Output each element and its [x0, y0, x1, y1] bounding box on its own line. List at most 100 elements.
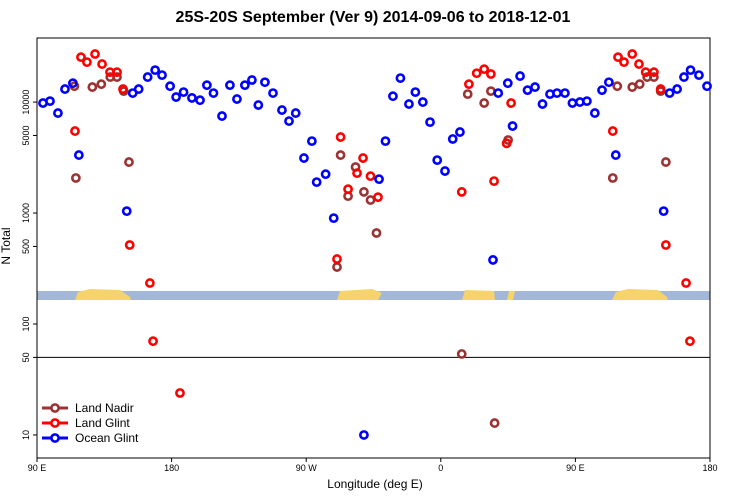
point — [358, 153, 368, 163]
point — [157, 70, 167, 81]
point — [681, 278, 691, 288]
point — [124, 157, 134, 167]
point — [76, 52, 86, 63]
point — [597, 85, 607, 96]
point — [365, 171, 376, 182]
point — [660, 240, 671, 250]
point — [627, 82, 638, 92]
point — [404, 99, 414, 109]
point — [537, 99, 548, 109]
point — [522, 85, 533, 96]
point — [70, 126, 80, 136]
point — [432, 155, 443, 165]
point — [489, 418, 500, 428]
point — [165, 81, 176, 92]
point — [268, 88, 278, 98]
y-tick-label: 10000 — [21, 90, 31, 115]
point — [332, 254, 342, 264]
point — [640, 67, 651, 78]
y-tick-label: 1000 — [21, 203, 31, 223]
y-tick-label: 100 — [21, 316, 31, 331]
point — [359, 430, 369, 440]
legend-marker — [50, 433, 60, 443]
y-tick-label: 500 — [21, 239, 31, 254]
point — [277, 105, 287, 115]
x-tick-label: 180 — [702, 463, 717, 473]
point — [471, 68, 482, 79]
point — [311, 177, 322, 188]
x-axis-label: Longitude (deg E) — [327, 477, 422, 491]
point — [70, 173, 81, 183]
point — [87, 82, 98, 92]
point — [506, 98, 516, 108]
point — [142, 72, 153, 82]
point — [320, 169, 331, 180]
point — [649, 72, 659, 82]
point — [343, 184, 353, 195]
point — [133, 84, 144, 94]
x-tick-label: 90 E — [566, 463, 585, 473]
point — [456, 187, 467, 197]
x-tick-label: 90 E — [28, 463, 47, 473]
point — [613, 52, 623, 63]
point — [299, 153, 309, 163]
land-band — [37, 289, 710, 300]
x-tick-label: 180 — [164, 463, 179, 473]
legend-marker — [50, 418, 60, 428]
point — [332, 262, 342, 272]
point — [388, 91, 398, 102]
point — [45, 96, 55, 107]
point — [694, 70, 704, 81]
land-shape — [507, 291, 515, 300]
point — [306, 136, 317, 146]
point — [145, 278, 155, 288]
point — [73, 150, 84, 160]
point — [90, 49, 100, 59]
point — [655, 84, 666, 94]
x-tick-label: 0 — [438, 463, 443, 473]
point — [335, 150, 346, 160]
point — [464, 79, 474, 90]
point — [374, 174, 384, 185]
point — [178, 87, 189, 98]
plot-frame — [36, 37, 711, 459]
point — [507, 121, 518, 131]
point — [493, 88, 504, 98]
point — [589, 108, 600, 118]
chart-title: 25S-20S September (Ver 9) 2014-09-06 to … — [176, 9, 571, 26]
point — [649, 67, 659, 78]
land-shape — [75, 289, 131, 300]
point — [148, 336, 158, 347]
point — [685, 65, 696, 76]
point — [373, 192, 383, 203]
point — [260, 77, 270, 88]
point — [371, 228, 382, 238]
point — [502, 78, 513, 89]
point — [604, 77, 614, 88]
point — [660, 157, 671, 167]
point — [582, 96, 592, 107]
point — [679, 72, 689, 82]
point — [489, 176, 499, 187]
point — [486, 69, 496, 79]
point — [112, 72, 122, 82]
point — [187, 93, 197, 103]
y-tick-label: 50 — [21, 352, 31, 362]
point — [515, 71, 525, 81]
point — [253, 100, 264, 110]
land-shape — [462, 290, 495, 300]
point — [417, 97, 428, 107]
x-tick-label: 90 W — [296, 463, 318, 473]
point — [567, 98, 578, 108]
point — [685, 336, 695, 347]
point — [328, 213, 339, 224]
point — [201, 80, 212, 91]
point — [447, 134, 458, 144]
point — [410, 87, 421, 98]
point — [619, 57, 629, 68]
point — [112, 67, 122, 78]
y-axis-label: N Total — [0, 227, 13, 264]
point — [380, 136, 391, 146]
point — [124, 240, 135, 250]
